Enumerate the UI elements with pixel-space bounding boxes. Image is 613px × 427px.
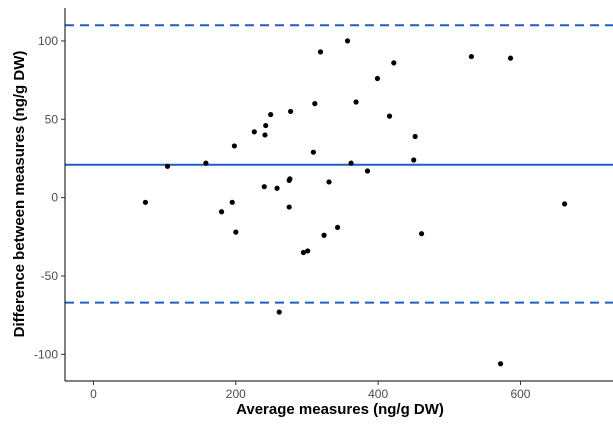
data-point (276, 309, 282, 315)
data-point (300, 249, 307, 256)
data-point (203, 160, 209, 166)
data-point (412, 133, 418, 140)
data-point (233, 229, 239, 235)
data-point (562, 201, 568, 207)
data-point (326, 179, 332, 185)
data-point (262, 132, 268, 138)
data-point (164, 163, 171, 169)
axis-ticks: 0 200 400 600 -100 -50 0 50 100 (34, 34, 531, 401)
data-point (218, 209, 225, 215)
x-tick-label: 600 (510, 387, 530, 401)
data-point (251, 129, 257, 135)
data-point (386, 113, 393, 119)
data-point (305, 248, 311, 254)
data-point (142, 199, 149, 205)
data-point (353, 99, 359, 105)
y-tick-label: 50 (45, 112, 59, 126)
data-point (411, 157, 417, 163)
data-point (418, 231, 425, 237)
x-tick-label: 0 (90, 387, 97, 401)
data-point (497, 361, 504, 367)
data-point (312, 101, 318, 107)
data-point (263, 122, 269, 129)
plot-area (64, 8, 613, 382)
data-point (310, 149, 316, 155)
x-axis-title: Average measures (ng/g DW) (236, 401, 444, 418)
data-point (321, 232, 327, 238)
data-point (288, 108, 294, 115)
x-tick-label: 400 (368, 387, 388, 401)
data-point (391, 60, 397, 66)
data-point (317, 49, 324, 55)
y-axis-title: Difference between measures (ng/g DW) (11, 51, 28, 338)
y-tick-label: 100 (38, 34, 58, 48)
data-point (261, 184, 267, 190)
data-point (229, 199, 235, 205)
data-point (268, 111, 274, 118)
data-point (287, 176, 293, 182)
y-tick-label: -50 (41, 269, 59, 283)
y-tick-label: 0 (51, 191, 58, 205)
data-point (468, 53, 474, 60)
data-point (286, 204, 292, 210)
data-point (374, 75, 381, 82)
x-tick-label: 200 (226, 387, 246, 401)
data-point (274, 185, 280, 191)
data-point (348, 160, 354, 166)
data-point (507, 55, 514, 61)
y-tick-label: -100 (34, 347, 58, 361)
data-point (364, 168, 371, 174)
data-point (344, 38, 351, 44)
data-point (334, 224, 341, 231)
data-point (231, 143, 237, 149)
